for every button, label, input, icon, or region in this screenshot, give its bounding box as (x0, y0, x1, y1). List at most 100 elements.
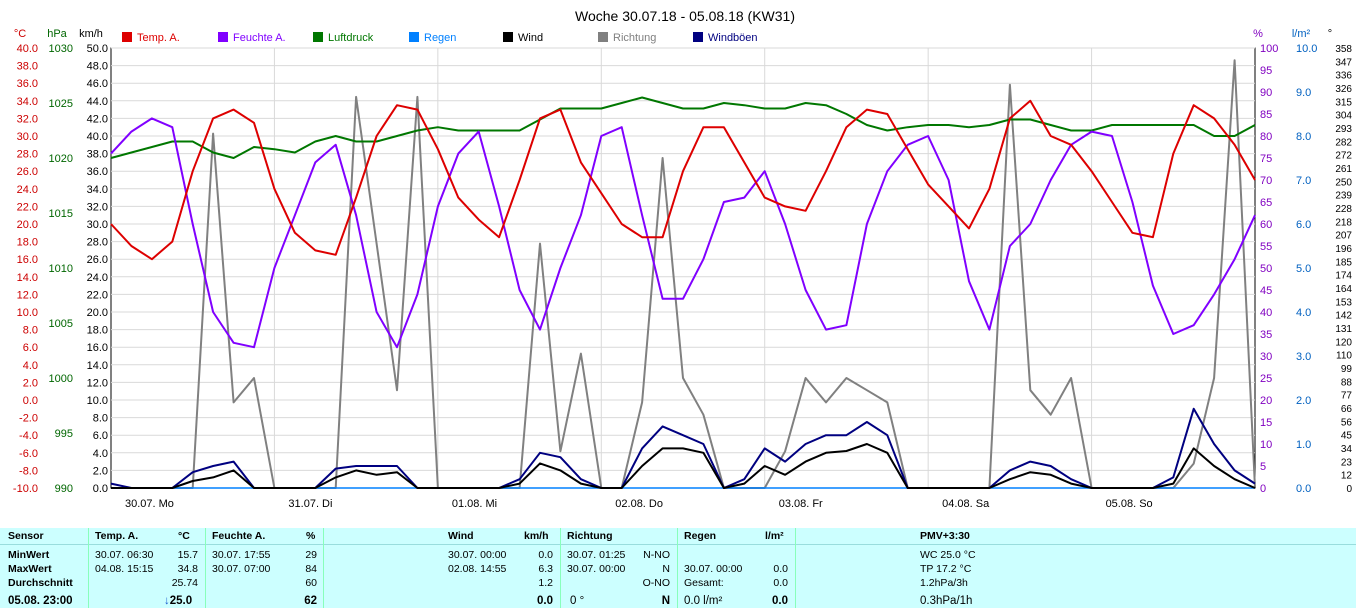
temp-tick-label: 36.0 (17, 78, 38, 90)
rain-tick-label: 9.0 (1296, 87, 1311, 99)
rain-tick-label: 10.0 (1296, 43, 1317, 55)
direction-tick-label: 142 (1335, 311, 1352, 322)
temp-tick-label: 12.0 (17, 289, 38, 301)
wind-tick-label: 40.0 (87, 131, 108, 143)
wind-tick-label: 18.0 (87, 325, 108, 337)
wind-tick-label: 50.0 (87, 43, 108, 55)
row-label-current: 05.08. 23:00 (8, 595, 73, 607)
axis-unit-label: km/h (79, 28, 103, 40)
humidity-tick-label: 100 (1260, 43, 1278, 55)
rain-total-value: 0.0 (773, 577, 788, 589)
humidity-tick-label: 60 (1260, 219, 1272, 231)
legend-swatch (693, 32, 703, 42)
direction-max-time: 30.07. 00:00 (567, 563, 626, 575)
direction-tick-label: 272 (1335, 151, 1352, 162)
wind-max-value: 6.3 (538, 563, 553, 575)
wind-tick-label: 14.0 (87, 360, 108, 372)
temp-tick-label: 30.0 (17, 131, 38, 143)
wind-tick-label: 6.0 (93, 430, 108, 442)
direction-tick-label: 207 (1335, 231, 1352, 242)
axis-unit-label: % (1253, 28, 1263, 40)
temp-tick-label: 26.0 (17, 166, 38, 178)
series-line-feuchte-a (110, 117, 1256, 349)
header-sensor: Sensor (8, 530, 44, 542)
header-temp-unit: °C (178, 530, 190, 542)
row-label-avg: Durchschnitt (8, 577, 73, 589)
column-separator (323, 528, 324, 608)
legend-label: Feuchte A. (233, 32, 286, 44)
axis-unit-label: °C (14, 28, 26, 40)
temp-tick-label: 20.0 (17, 219, 38, 231)
direction-tick-label: 131 (1335, 324, 1352, 335)
direction-tick-label: 45 (1341, 431, 1353, 442)
temp-tick-label: 40.0 (17, 43, 38, 55)
humidity-tick-label: 85 (1260, 109, 1272, 121)
direction-tick-label: 293 (1335, 124, 1352, 135)
header-humidity: Feuchte A. (212, 530, 266, 542)
humidity-max-time: 30.07. 07:00 (212, 563, 271, 575)
pressure-tick-label: 1005 (49, 318, 73, 330)
wind-tick-label: 48.0 (87, 61, 108, 73)
temp-tick-label: 10.0 (17, 307, 38, 319)
chart-title: Woche 30.07.18 - 05.08.18 (KW31) (575, 8, 795, 24)
direction-tick-label: 239 (1335, 191, 1352, 202)
temp-tick-label: 6.0 (23, 342, 38, 354)
humidity-tick-label: 65 (1260, 197, 1272, 209)
wind-tick-label: 0.0 (93, 483, 108, 495)
series-line-temp-a (110, 99, 1256, 261)
pressure-tick-label: 1000 (49, 373, 73, 385)
rain-tick-label: 2.0 (1296, 395, 1311, 407)
temp-average: 25.74 (171, 577, 198, 589)
axis-unit-label: hPa (47, 28, 67, 40)
header-direction: Richtung (567, 530, 613, 542)
legend-swatch (218, 32, 228, 42)
row-label-max: MaxWert (8, 563, 52, 575)
column-separator (677, 528, 678, 608)
pressure-tick-label: 1025 (49, 98, 73, 110)
direction-tick-label: 336 (1335, 71, 1352, 82)
direction-tick-label: 34 (1341, 444, 1353, 455)
day-label: 05.08. So (1106, 498, 1153, 510)
pmv-dewpoint: TP 17.2 °C (920, 563, 972, 575)
rain-tick-label: 4.0 (1296, 307, 1311, 319)
wind-tick-label: 4.0 (93, 448, 108, 460)
direction-tick-label: 196 (1335, 244, 1352, 255)
humidity-current: 62 (304, 595, 317, 607)
temp-tick-label: 32.0 (17, 113, 38, 125)
temp-tick-label: 28.0 (17, 149, 38, 161)
trend-down-icon: ↓ (164, 595, 170, 607)
direction-tick-label: 66 (1341, 404, 1353, 415)
humidity-tick-label: 10 (1260, 439, 1272, 451)
wind-tick-label: 36.0 (87, 166, 108, 178)
direction-tick-label: 250 (1335, 177, 1352, 188)
direction-tick-label: 358 (1335, 44, 1352, 55)
legend-label: Regen (424, 32, 456, 44)
humidity-min-value: 29 (305, 549, 317, 561)
pressure-tick-label: 1010 (49, 263, 73, 275)
rain-tick-label: 6.0 (1296, 219, 1311, 231)
header-wind: Wind (448, 530, 474, 542)
humidity-tick-label: 75 (1260, 153, 1272, 165)
legend-label: Richtung (613, 32, 656, 44)
humidity-max-value: 84 (305, 563, 317, 575)
wind-min-value: 0.0 (538, 549, 553, 561)
direction-tick-label: 120 (1335, 337, 1352, 348)
axis-unit-labels: °C hPa km/h% l/m² ° (14, 28, 1332, 40)
direction-tick-label: 110 (1336, 351, 1352, 362)
wind-tick-label: 2.0 (93, 465, 108, 477)
wind-tick-label: 34.0 (87, 184, 108, 196)
rain-max-value: 0.0 (773, 563, 788, 575)
day-label: 30.07. Mo (125, 498, 174, 510)
wind-tick-label: 22.0 (87, 289, 108, 301)
day-label: 31.07. Di (288, 498, 332, 510)
wind-tick-label: 10.0 (87, 395, 108, 407)
temp-tick-label: 22.0 (17, 201, 38, 213)
temp-tick-label: 4.0 (23, 360, 38, 372)
humidity-tick-label: 45 (1260, 285, 1272, 297)
direction-tick-label: 347 (1335, 57, 1352, 68)
wind-tick-label: 24.0 (87, 272, 108, 284)
wind-tick-label: 46.0 (87, 78, 108, 90)
temp-max-time: 04.08. 15:15 (95, 563, 154, 575)
direction-current-degrees: 0 ° (570, 595, 585, 607)
wind-tick-label: 26.0 (87, 254, 108, 266)
